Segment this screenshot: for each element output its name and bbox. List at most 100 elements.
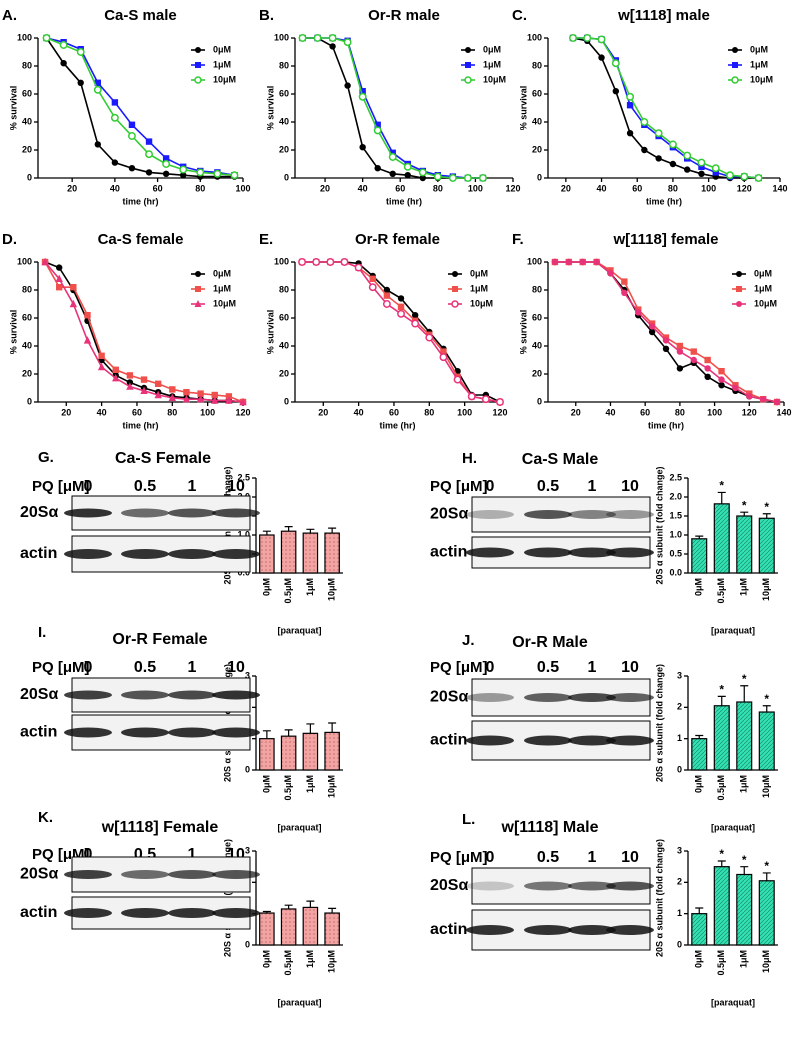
error-bar bbox=[262, 730, 271, 739]
blot-frame bbox=[471, 496, 651, 533]
y-tick-label: 1.0 bbox=[669, 529, 682, 539]
panel-label: C. bbox=[512, 7, 527, 24]
marker bbox=[676, 348, 684, 355]
blot-band bbox=[466, 925, 514, 935]
marker bbox=[111, 159, 119, 166]
blot-title: Ca-S Male bbox=[522, 451, 599, 468]
x-tick-label: 10μM bbox=[761, 775, 771, 798]
x-tick-label: 10μM bbox=[327, 950, 337, 973]
marker bbox=[451, 300, 459, 308]
x-axis-label: [paraquat] bbox=[711, 822, 755, 832]
marker bbox=[126, 379, 134, 386]
marker bbox=[607, 270, 614, 277]
y-tick-label: 2 bbox=[677, 877, 682, 887]
panel-label: D. bbox=[2, 231, 17, 248]
x-tick-label: 20 bbox=[61, 407, 71, 417]
x-tick-label: 1μM bbox=[739, 950, 749, 968]
y-tick-label: 2.0 bbox=[669, 491, 682, 501]
series-line bbox=[45, 37, 235, 178]
blot-title: Or-R Female bbox=[112, 631, 207, 648]
marker bbox=[179, 165, 188, 174]
legend-label: 1μM bbox=[750, 59, 768, 69]
y-tick-label: 60 bbox=[279, 88, 289, 98]
marker bbox=[712, 169, 719, 176]
lane-label: 1 bbox=[188, 846, 197, 863]
bar bbox=[736, 701, 753, 771]
significance-label: * bbox=[764, 500, 769, 514]
row-label: actin bbox=[430, 921, 467, 938]
y-tick-label: 0 bbox=[677, 939, 682, 949]
blot-band bbox=[524, 881, 572, 891]
marker bbox=[746, 393, 753, 400]
x-tick-label: 20 bbox=[561, 183, 571, 193]
y-tick-label: 60 bbox=[532, 312, 542, 322]
error-bar bbox=[717, 860, 726, 867]
blot-band bbox=[168, 727, 216, 738]
marker bbox=[593, 258, 600, 266]
marker bbox=[168, 393, 177, 401]
error-bar bbox=[762, 513, 771, 519]
marker bbox=[328, 34, 337, 42]
error-bar bbox=[328, 907, 337, 914]
marker bbox=[621, 289, 628, 296]
panel-label: I. bbox=[38, 624, 46, 641]
legend-label: 10μM bbox=[213, 298, 236, 308]
marker bbox=[183, 389, 190, 396]
y-tick-label: 20 bbox=[532, 368, 542, 378]
bar bbox=[691, 538, 708, 574]
x-axis-label: [paraquat] bbox=[277, 997, 321, 1007]
bar bbox=[713, 503, 730, 574]
bar bbox=[713, 705, 730, 771]
row-label: actin bbox=[430, 732, 467, 749]
lane-label: 10 bbox=[227, 659, 245, 676]
x-tick-label: 20 bbox=[320, 183, 330, 193]
x-tick-label: 0.5μM bbox=[283, 950, 293, 976]
blot-band bbox=[466, 881, 514, 891]
x-tick-label: 0.5μM bbox=[283, 775, 293, 801]
y-tick-label: 80 bbox=[279, 284, 289, 294]
marker bbox=[690, 356, 697, 364]
marker bbox=[213, 169, 222, 178]
legend-label: 1μM bbox=[213, 59, 231, 69]
significance-label: * bbox=[719, 479, 724, 493]
y-tick-label: 0 bbox=[284, 172, 289, 182]
marker bbox=[655, 155, 662, 162]
marker bbox=[481, 395, 490, 404]
y-tick-label: 0 bbox=[27, 172, 32, 182]
marker bbox=[648, 323, 656, 330]
significance-label: * bbox=[742, 853, 747, 867]
chart-title: Ca-S female bbox=[98, 231, 184, 248]
x-tick-label: 1μM bbox=[305, 950, 315, 968]
bar bbox=[758, 711, 775, 771]
bar bbox=[324, 532, 340, 574]
x-tick-label: 0μM bbox=[694, 578, 704, 596]
marker bbox=[162, 170, 170, 177]
x-tick-label: 1μM bbox=[739, 578, 749, 596]
lane-label: 1 bbox=[588, 659, 597, 676]
y-tick-label: 0.5 bbox=[669, 548, 682, 558]
marker bbox=[368, 283, 377, 292]
marker bbox=[110, 113, 119, 122]
blot-band bbox=[64, 690, 112, 700]
marker bbox=[388, 153, 397, 161]
panel-label: L. bbox=[462, 811, 475, 828]
marker bbox=[654, 129, 663, 138]
marker bbox=[440, 348, 447, 355]
bar bbox=[259, 534, 275, 574]
x-tick-label: 0.5μM bbox=[716, 578, 726, 604]
marker bbox=[326, 258, 335, 266]
lane-label: 0 bbox=[486, 478, 495, 495]
lane-label: 0 bbox=[486, 849, 495, 866]
marker bbox=[732, 384, 739, 392]
x-tick-label: 80 bbox=[433, 183, 443, 193]
y-tick-label: 0 bbox=[537, 172, 542, 182]
x-tick-label: 0.5μM bbox=[716, 775, 726, 801]
x-tick-label: 40 bbox=[597, 183, 607, 193]
lane-label: 1 bbox=[188, 478, 197, 495]
marker bbox=[478, 174, 487, 182]
bar bbox=[758, 880, 775, 946]
x-tick-label: 120 bbox=[742, 407, 757, 417]
x-tick-label: 40 bbox=[354, 407, 364, 417]
lane-label: 10 bbox=[621, 849, 639, 866]
chart-title: Or-R male bbox=[368, 7, 440, 24]
